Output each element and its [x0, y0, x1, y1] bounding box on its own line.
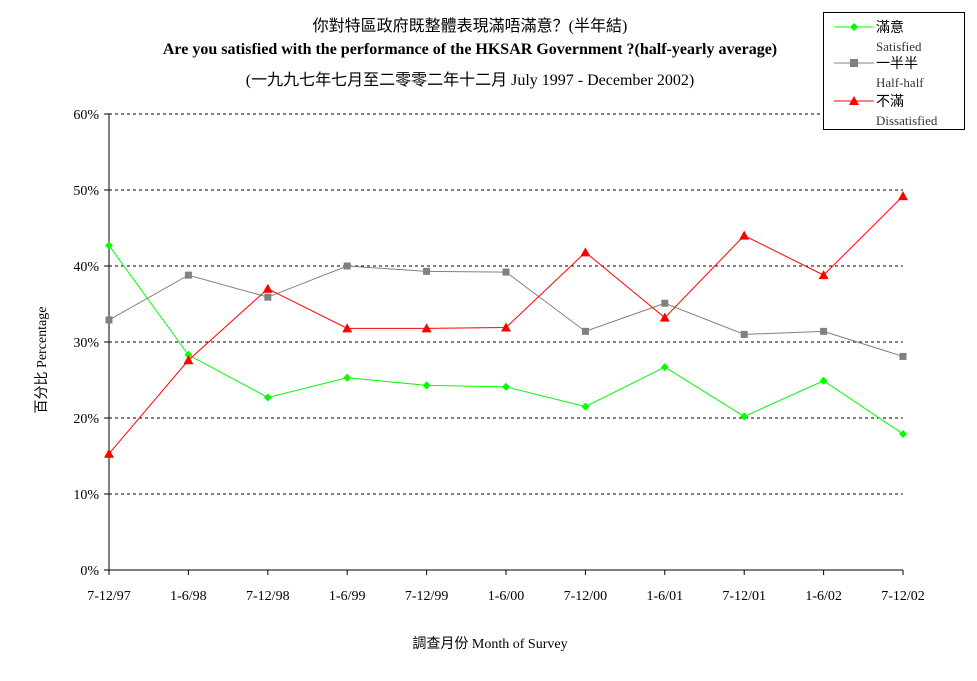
- data-point-half-half: [343, 262, 351, 270]
- legend-label-zh: 不滿: [876, 95, 904, 110]
- x-tick-label: 7-12/00: [564, 589, 608, 604]
- data-point-half-half: [740, 330, 748, 338]
- data-point-dissatisfied: [262, 283, 273, 293]
- y-tick-label: 30%: [73, 336, 99, 351]
- x-tick-label: 7-12/98: [246, 589, 290, 604]
- data-point-satisfied: [740, 412, 749, 421]
- legend-item-half-half: 一半半 Half-half: [824, 51, 964, 90]
- legend-label-en: Dissatisfied: [876, 113, 938, 128]
- x-tick-label: 1-6/01: [647, 589, 684, 604]
- data-point-dissatisfied: [818, 270, 829, 280]
- chart-title-chinese: 你對特區政府既整體表現滿唔滿意？(半年結): [312, 18, 628, 35]
- data-point-half-half: [899, 352, 907, 360]
- y-axis-label: 百分比 Percentage: [35, 306, 50, 414]
- data-point-dissatisfied: [183, 355, 194, 365]
- x-tick-label: 7-12/97: [87, 589, 131, 604]
- data-point-satisfied: [660, 363, 669, 372]
- data-point-half-half: [661, 299, 669, 307]
- y-tick-label: 60%: [73, 108, 99, 123]
- data-point-dissatisfied: [580, 247, 591, 257]
- x-tick-label: 1-6/02: [805, 589, 842, 604]
- y-tick-label: 50%: [73, 184, 99, 199]
- data-point-satisfied: [899, 429, 907, 438]
- data-point-dissatisfied: [501, 322, 511, 332]
- legend-label-en: Half-half: [876, 75, 924, 90]
- data-point-satisfied: [502, 382, 510, 391]
- x-axis-label: 調查月份 Month of Survey: [412, 637, 568, 652]
- legend-label-zh: 一半半: [876, 57, 918, 72]
- data-point-dissatisfied: [421, 323, 432, 333]
- data-point-half-half: [184, 271, 192, 279]
- x-tick-label: 7-12/99: [405, 589, 449, 604]
- chart-legend: 滿意 Satisfied 一半半 Half-half 不滿 Dissatisfi…: [823, 12, 965, 130]
- legend-swatch-dissatisfied: [834, 96, 874, 105]
- data-point-satisfied: [105, 241, 113, 250]
- legend-swatch-half-half: [834, 59, 874, 67]
- data-point-half-half: [820, 327, 828, 335]
- data-point-satisfied: [263, 393, 272, 402]
- x-tick-label: 1-6/99: [329, 589, 366, 604]
- data-point-dissatisfied: [739, 230, 750, 240]
- y-tick-label: 0%: [80, 564, 99, 579]
- x-tick-label: 7-12/01: [722, 589, 766, 604]
- data-point-dissatisfied: [342, 323, 353, 333]
- legend-label-en: Satisfied: [876, 39, 922, 54]
- chart-title-english: Are you satisfied with the performance o…: [162, 41, 778, 58]
- data-point-satisfied: [343, 373, 352, 382]
- data-point-half-half: [264, 293, 272, 301]
- y-tick-label: 10%: [73, 488, 99, 503]
- x-tick-label: 1-6/98: [170, 589, 207, 604]
- data-point-satisfied: [422, 381, 431, 390]
- data-point-dissatisfied: [659, 312, 670, 322]
- data-point-dissatisfied: [898, 191, 908, 201]
- legend-item-dissatisfied: 不滿 Dissatisfied: [824, 89, 964, 128]
- data-point-satisfied: [819, 376, 828, 385]
- data-point-half-half: [423, 267, 431, 275]
- data-point-dissatisfied: [104, 448, 114, 458]
- data-point-half-half: [502, 268, 510, 276]
- data-point-half-half: [581, 327, 589, 335]
- legend-label-zh: 滿意: [876, 21, 904, 36]
- y-tick-label: 40%: [73, 260, 99, 275]
- y-tick-label: 20%: [73, 412, 99, 427]
- chart-subtitle: (一九九七年七月至二零零二年十二月 July 1997 - December 2…: [245, 72, 695, 89]
- series-line-half-half: [108, 265, 904, 357]
- data-point-half-half: [105, 316, 113, 324]
- data-point-satisfied: [184, 350, 193, 359]
- legend-item-satisfied: 滿意 Satisfied: [824, 15, 964, 54]
- x-tick-label: 1-6/00: [488, 589, 525, 604]
- data-point-satisfied: [581, 402, 590, 411]
- legend-swatch-satisfied: [834, 23, 874, 31]
- x-tick-label: 7-12/02: [881, 589, 925, 604]
